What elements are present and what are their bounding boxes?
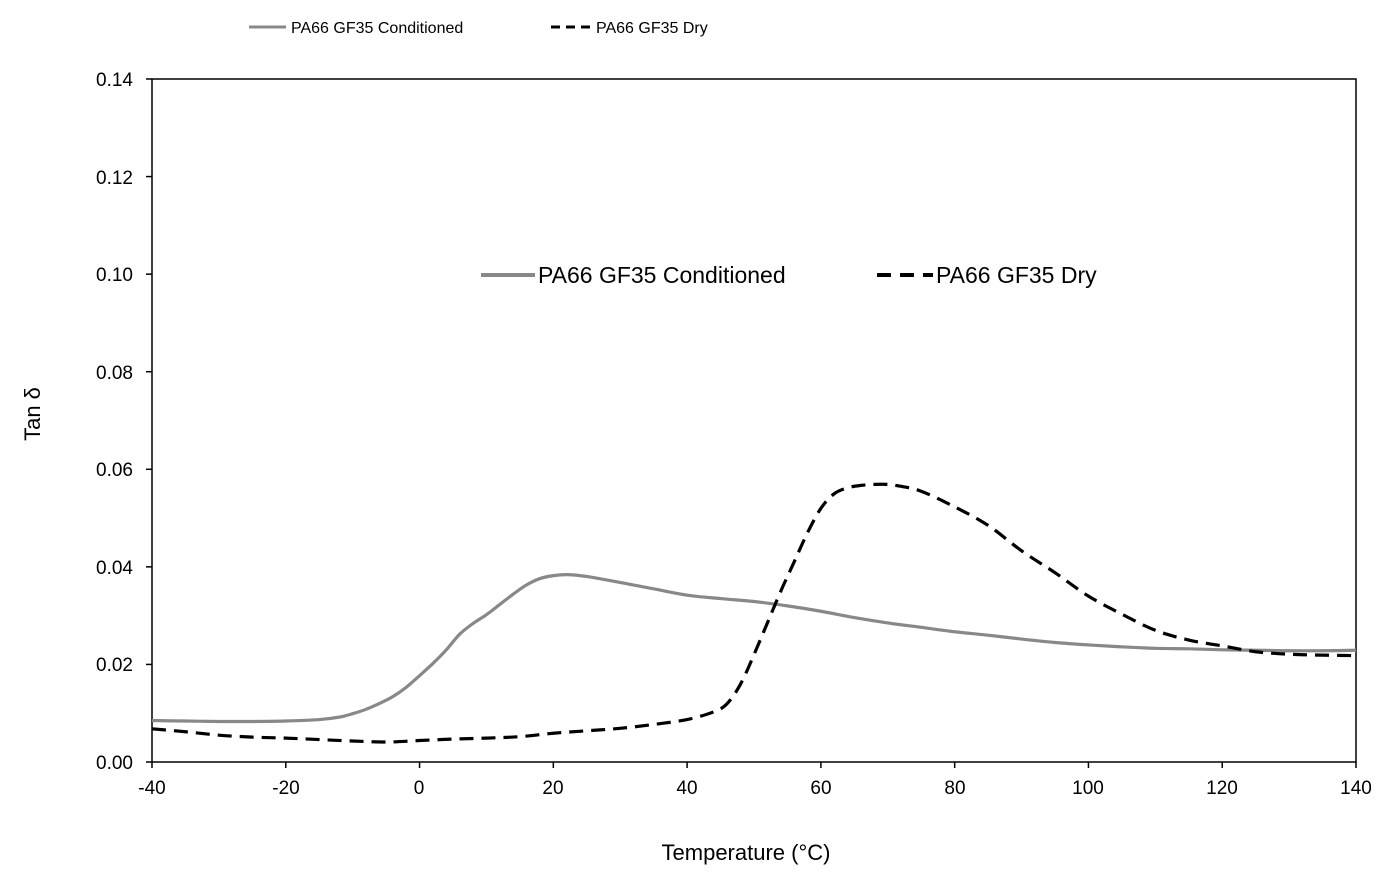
y-tick-label: 0.12: [96, 168, 133, 189]
x-tick-label: 140: [1340, 778, 1372, 799]
y-tick-label: 0.14: [96, 70, 133, 91]
y-tick-label: 0.08: [96, 363, 133, 384]
y-tick-label: 0.00: [96, 753, 133, 774]
x-tick-label: 60: [810, 778, 831, 799]
series-line-conditioned: [151, 573, 1357, 724]
legend-inside-conditioned-label: PA66 GF35 Conditioned: [538, 262, 786, 288]
y-axis-title: Tan δ: [20, 387, 45, 441]
x-axis-ticks: [151, 762, 1357, 768]
x-tick-label: 80: [944, 778, 965, 799]
legend-top: PA66 GF35 Conditioned PA66 GF35 Dry: [249, 20, 708, 37]
x-axis-title: Temperature (°C): [662, 840, 831, 865]
y-tick-label: 0.06: [96, 460, 133, 481]
plot-area-frame: [151, 78, 1357, 763]
legend-top-dry-label: PA66 GF35 Dry: [596, 20, 708, 37]
x-tick-label: -20: [272, 778, 299, 799]
legend-inside-dry-label: PA66 GF35 Dry: [936, 262, 1097, 288]
y-axis-labels: 0.00 0.02 0.04 0.06 0.08 0.10 0.12 0.14: [96, 70, 133, 774]
y-tick-label: 0.04: [96, 558, 133, 579]
legend-top-conditioned-label: PA66 GF35 Conditioned: [291, 20, 463, 37]
series-line-dry: [151, 482, 1357, 744]
x-tick-label: 0: [414, 778, 425, 799]
x-axis-labels: -40 -20 0 20 40 60 80 100 120 140: [138, 778, 1372, 799]
y-tick-label: 0.02: [96, 655, 133, 676]
legend-inside: PA66 GF35 Conditioned PA66 GF35 Dry: [481, 262, 1097, 288]
x-tick-label: 120: [1206, 778, 1238, 799]
x-tick-label: 40: [676, 778, 697, 799]
x-tick-label: 20: [542, 778, 563, 799]
y-tick-label: 0.10: [96, 265, 133, 286]
x-tick-label: -40: [138, 778, 165, 799]
y-axis-ticks: [146, 78, 152, 763]
x-tick-label: 100: [1072, 778, 1104, 799]
